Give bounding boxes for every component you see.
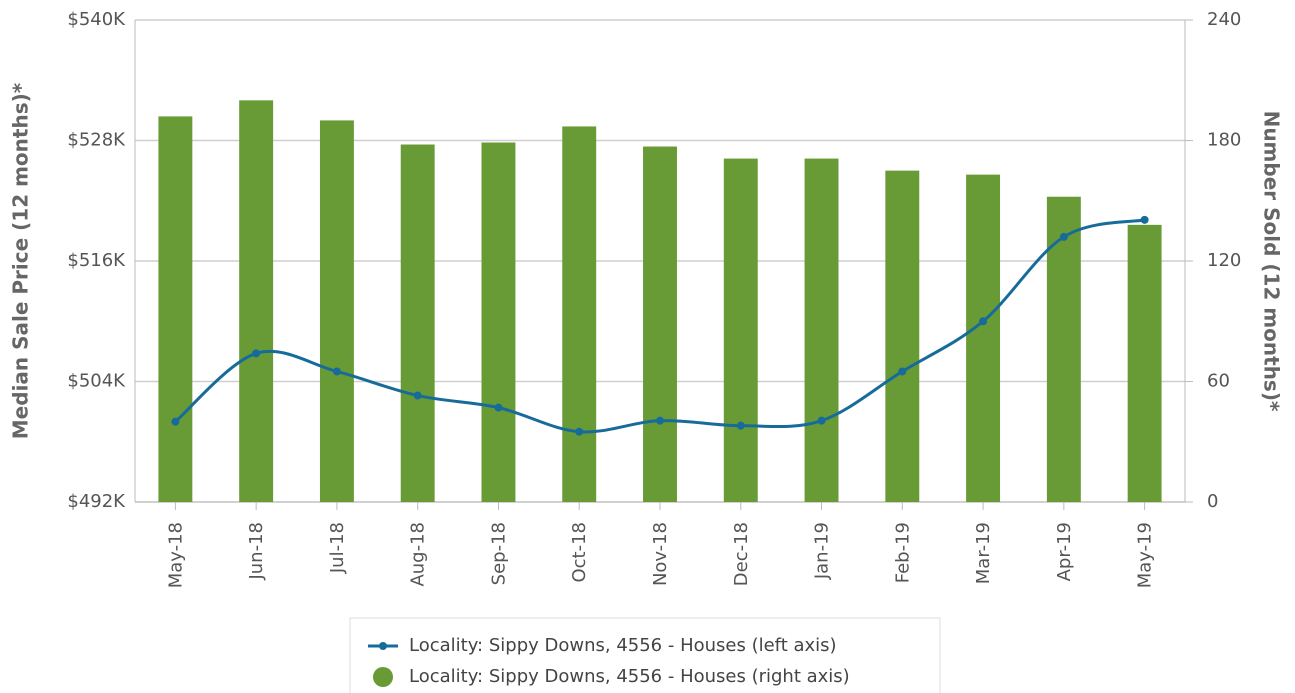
bar bbox=[966, 174, 1001, 502]
y2-tick-label: 0 bbox=[1207, 491, 1218, 512]
legend-box bbox=[349, 617, 941, 693]
x-tick-label: Aug-18 bbox=[408, 522, 429, 587]
point bbox=[494, 403, 503, 412]
x-tick-label: Jul-18 bbox=[327, 522, 348, 574]
y-tick-label: $528K bbox=[67, 130, 126, 151]
bar bbox=[400, 144, 435, 502]
bar bbox=[319, 120, 354, 503]
point bbox=[1140, 215, 1149, 224]
bar bbox=[158, 116, 193, 503]
point bbox=[1059, 232, 1068, 241]
bar bbox=[1046, 196, 1081, 502]
y2-axis-label: Number Sold (12 months)* bbox=[1260, 111, 1284, 412]
x-tick-label: Dec-18 bbox=[731, 522, 752, 586]
y2-tick-label: 240 bbox=[1207, 9, 1241, 30]
x-tick-label: Mar-19 bbox=[973, 522, 994, 584]
point bbox=[817, 416, 826, 425]
point bbox=[413, 391, 422, 400]
bar bbox=[481, 142, 516, 502]
point bbox=[898, 367, 907, 376]
legend-label: Locality: Sippy Downs, 4556 - Houses (le… bbox=[409, 635, 837, 656]
point bbox=[656, 416, 664, 425]
x-tick-label: Feb-19 bbox=[892, 522, 913, 583]
y-tick-label: $504K bbox=[67, 371, 126, 392]
x-tick-label: Nov-18 bbox=[650, 522, 671, 586]
point bbox=[736, 421, 745, 430]
y-tick-label: $516K bbox=[67, 250, 126, 271]
x-tick-label: May-19 bbox=[1135, 522, 1156, 588]
y-tick-label: $492K bbox=[67, 491, 126, 512]
bar bbox=[885, 170, 920, 502]
y2-tick-label: 60 bbox=[1207, 371, 1230, 392]
y2-tick-label: 180 bbox=[1207, 130, 1241, 151]
y2-tick-label: 120 bbox=[1207, 250, 1241, 271]
legend-marker bbox=[379, 642, 387, 650]
x-tick-label: Apr-19 bbox=[1054, 522, 1075, 581]
bar bbox=[562, 126, 597, 503]
x-tick-label: Jun-18 bbox=[246, 522, 267, 581]
x-tick-label: Oct-18 bbox=[569, 522, 590, 583]
x-tick-label: Jan-19 bbox=[812, 522, 833, 580]
x-tick-label: May-18 bbox=[165, 522, 186, 588]
point bbox=[575, 427, 584, 436]
legend-marker bbox=[373, 667, 393, 687]
point bbox=[171, 417, 180, 426]
x-tick-label: Sep-18 bbox=[488, 522, 509, 585]
point bbox=[332, 367, 341, 376]
bar bbox=[643, 146, 677, 502]
bar bbox=[804, 158, 839, 502]
bar bbox=[723, 158, 758, 502]
y-tick-label: $540K bbox=[67, 9, 126, 30]
bar bbox=[239, 100, 274, 502]
point bbox=[252, 349, 261, 358]
point bbox=[979, 317, 988, 326]
bar bbox=[1127, 224, 1162, 502]
y-axis-label: Median Sale Price (12 months)* bbox=[9, 82, 33, 439]
legend-label: Locality: Sippy Downs, 4556 - Houses (ri… bbox=[409, 666, 850, 687]
